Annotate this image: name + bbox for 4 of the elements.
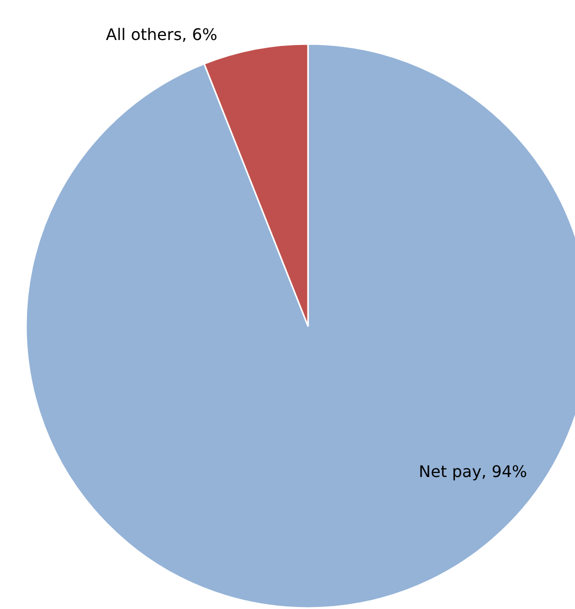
slice-label: All others xyxy=(106,24,182,44)
data-label: , 6% xyxy=(182,24,218,44)
slice-label: Net pay xyxy=(418,462,482,481)
data-label: , 94% xyxy=(481,462,528,481)
